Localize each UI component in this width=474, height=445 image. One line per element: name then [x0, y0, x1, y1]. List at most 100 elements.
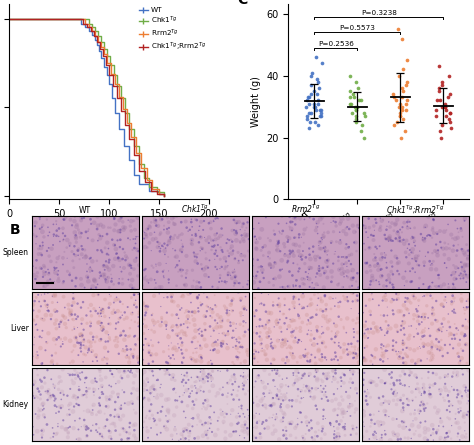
Point	[305, 270, 312, 277]
Point	[296, 324, 304, 331]
Point	[444, 349, 451, 356]
Point	[423, 400, 431, 407]
Point	[385, 235, 392, 242]
Point	[215, 414, 222, 421]
Point	[342, 225, 350, 232]
Point	[185, 393, 193, 400]
Point	[113, 250, 120, 257]
Point	[330, 431, 338, 438]
Point	[330, 423, 337, 430]
Point	[242, 425, 249, 432]
Point	[96, 312, 103, 320]
Point	[447, 118, 454, 125]
Point	[194, 295, 201, 302]
Point	[199, 432, 207, 439]
Point	[324, 247, 332, 254]
Point	[211, 231, 219, 239]
Point	[359, 309, 367, 316]
Point	[214, 426, 222, 433]
Point	[190, 349, 197, 356]
Point	[427, 432, 435, 439]
Point	[109, 263, 117, 270]
Point	[291, 338, 298, 345]
Point	[150, 415, 157, 422]
Point	[150, 322, 158, 329]
Point	[183, 387, 191, 394]
Point	[401, 350, 409, 357]
Point	[445, 398, 453, 405]
Point	[114, 255, 122, 262]
Point	[99, 327, 106, 334]
Point	[231, 268, 238, 275]
Point	[214, 348, 221, 355]
Point	[284, 238, 292, 245]
Point	[364, 259, 371, 266]
Point	[320, 385, 328, 392]
Point	[250, 310, 257, 317]
Point	[364, 401, 371, 408]
Point	[208, 375, 216, 382]
Point	[146, 415, 154, 422]
Point	[454, 225, 461, 232]
Point	[280, 338, 288, 345]
Point	[271, 366, 278, 373]
Point	[290, 303, 298, 310]
Point	[382, 397, 389, 405]
Point	[28, 350, 36, 357]
Point	[153, 351, 160, 358]
Point	[421, 429, 429, 436]
Point	[135, 336, 143, 343]
Point	[273, 392, 281, 400]
Point	[126, 270, 134, 277]
Point	[408, 435, 415, 442]
Point	[200, 421, 207, 428]
Point	[410, 431, 418, 438]
Point	[73, 239, 80, 246]
Point	[303, 321, 311, 328]
Point	[156, 366, 164, 373]
Point	[207, 403, 214, 410]
Point	[377, 255, 385, 263]
Point	[291, 294, 299, 301]
Point	[286, 343, 293, 350]
Point	[132, 240, 139, 247]
Point	[381, 380, 388, 387]
Point	[270, 227, 278, 234]
Point	[433, 229, 441, 236]
Point	[68, 348, 76, 356]
Point	[403, 395, 411, 402]
Point	[370, 236, 377, 243]
Point	[223, 379, 231, 386]
Point	[173, 430, 181, 437]
Point	[224, 389, 232, 396]
Point	[135, 395, 143, 402]
Point	[69, 358, 77, 365]
Point	[164, 418, 172, 425]
Point	[294, 261, 301, 268]
Point	[202, 313, 210, 320]
Point	[41, 263, 48, 271]
Point	[153, 421, 160, 429]
Point	[146, 390, 154, 397]
Point	[258, 290, 265, 297]
Point	[353, 292, 361, 299]
Point	[36, 333, 44, 340]
Point	[363, 260, 371, 267]
Point	[420, 315, 428, 322]
Point	[334, 385, 341, 392]
Point	[113, 390, 121, 397]
Point	[403, 395, 411, 402]
Point	[457, 290, 465, 297]
Point	[218, 410, 226, 417]
Point	[335, 434, 342, 441]
Point	[458, 298, 465, 305]
Point	[427, 292, 434, 299]
Point	[131, 372, 138, 379]
Point	[88, 348, 96, 355]
Point	[377, 421, 385, 429]
Point	[252, 434, 260, 441]
Point	[297, 409, 305, 416]
Point	[394, 436, 402, 443]
Point	[197, 377, 205, 384]
Point	[201, 327, 209, 334]
